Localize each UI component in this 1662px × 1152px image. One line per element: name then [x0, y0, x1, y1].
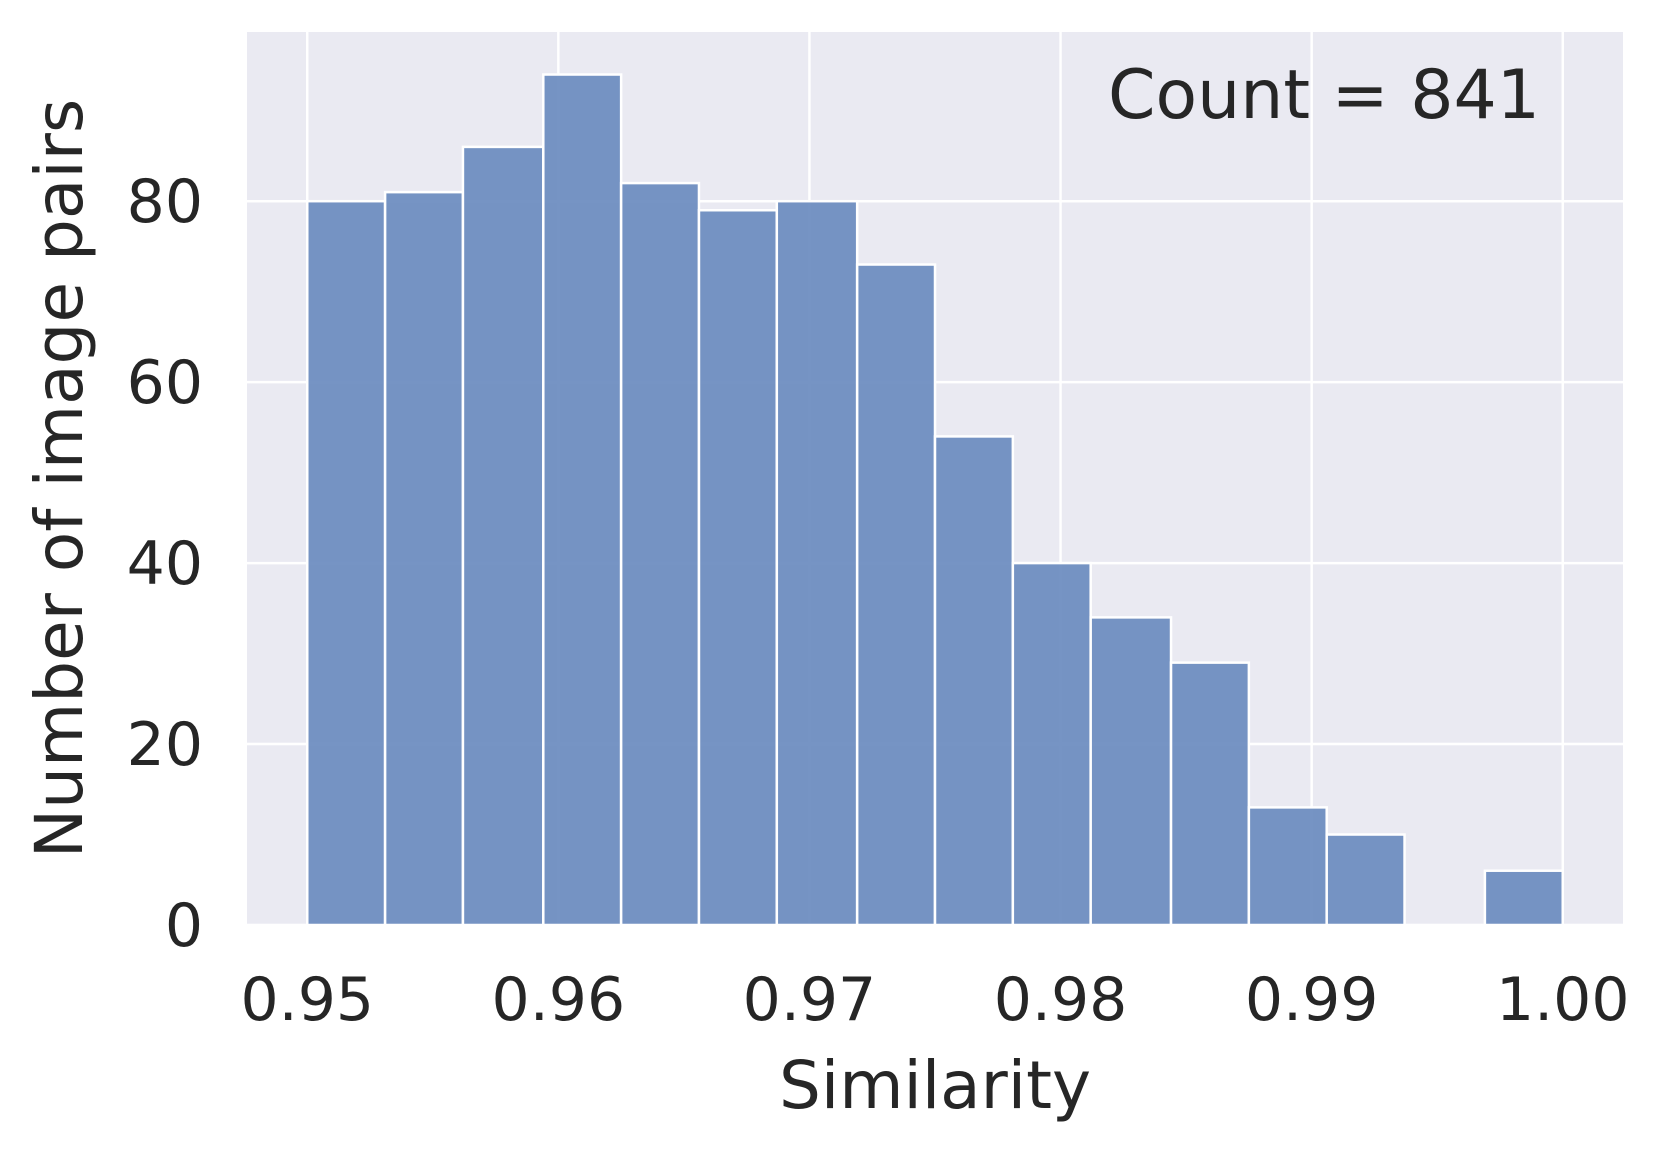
histogram-bar [1247, 806, 1328, 927]
histogram-bar [855, 263, 937, 927]
histogram-bar [383, 190, 465, 927]
x-tick-label: 0.95 [240, 965, 374, 1035]
histogram-bar [306, 199, 387, 927]
y-tick-label: 20 [127, 710, 203, 780]
histogram-bar [1325, 833, 1406, 927]
x-tick-label: 0.96 [492, 965, 626, 1035]
histogram-bar [933, 435, 1015, 927]
y-tick-label: 0 [165, 891, 203, 961]
x-tick-label: 0.97 [743, 965, 877, 1035]
histogram-bar [697, 208, 779, 927]
y-tick-label: 80 [127, 167, 203, 237]
x-tick-label: 1.00 [1496, 965, 1630, 1035]
histogram-bar [1089, 616, 1173, 927]
y-tick-label: 40 [127, 529, 203, 599]
y-axis-label: Number of image pairs [21, 99, 98, 858]
x-axis-ticks: 0.95 0.96 0.97 0.98 0.99 1.00 [240, 965, 1629, 1035]
histogram-bar [1011, 561, 1092, 927]
histogram-bar [1483, 869, 1564, 927]
histogram-bars [306, 73, 1564, 927]
x-tick-label: 0.98 [994, 965, 1128, 1035]
x-axis-label: Similarity [779, 1047, 1091, 1124]
count-annotation: Count = 841 [1108, 56, 1540, 135]
y-axis-ticks: 0 20 40 60 80 [127, 167, 203, 961]
histogram-bar [542, 73, 623, 927]
histogram-bar [461, 145, 545, 927]
y-tick-label: 60 [127, 348, 203, 418]
histogram-bar [619, 181, 701, 927]
histogram-bar [775, 199, 859, 927]
x-tick-label: 0.99 [1245, 965, 1379, 1035]
histogram-bar [1169, 661, 1251, 927]
